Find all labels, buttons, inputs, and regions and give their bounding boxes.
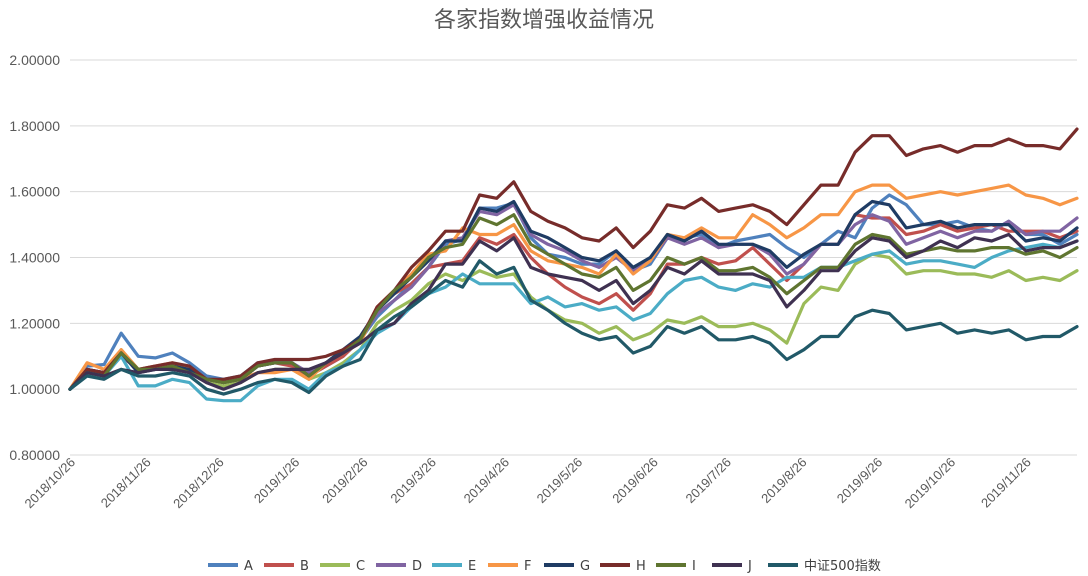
x-tick-label: 2019/2/26 <box>319 455 371 507</box>
legend-label: 中证500指数 <box>804 559 881 574</box>
series-line-C <box>68 252 1079 391</box>
legend: A B C D E F G H I J 中证500指数 <box>208 559 881 574</box>
x-tick-label: 2019/9/26 <box>834 455 886 507</box>
chart-title: 各家指数增强收益情况 <box>434 8 654 33</box>
x-tick-label: 2019/10/26 <box>902 455 959 512</box>
y-tick-label: 1.80000 <box>9 118 60 134</box>
series-lines <box>68 127 1079 403</box>
legend-label: H <box>636 559 646 574</box>
legend-label: D <box>412 559 422 574</box>
legend-label: I <box>692 559 696 574</box>
x-axis-ticks: 2018/10/26 2018/11/26 2018/12/26 2019/1/26 2… <box>21 455 1033 512</box>
x-tick-label: 2018/10/26 <box>21 455 78 512</box>
legend-label: G <box>580 559 590 574</box>
series-line-I <box>68 213 1079 391</box>
y-tick-label: 1.20000 <box>9 315 60 331</box>
series-line-H <box>68 127 1079 391</box>
y-tick-label: 1.60000 <box>9 184 60 200</box>
series-line-E <box>68 239 1079 403</box>
legend-label: A <box>244 559 253 574</box>
x-tick-label: 2019/5/26 <box>534 455 586 507</box>
x-tick-label: 2019/4/26 <box>461 455 513 507</box>
y-tick-label: 0.80000 <box>9 447 60 463</box>
x-tick-label: 2019/1/26 <box>251 455 303 507</box>
series-line-B <box>68 213 1079 391</box>
y-tick-label: 2.00000 <box>9 52 60 68</box>
series-line-F <box>68 183 1079 391</box>
x-tick-label: 2019/6/26 <box>609 455 661 507</box>
x-tick-label: 2018/12/26 <box>170 455 227 512</box>
y-axis-ticks: 0.80000 1.00000 1.20000 1.40000 1.60000 1.800… <box>9 52 60 463</box>
legend-label: E <box>468 559 476 574</box>
x-tick-label: 2019/3/26 <box>387 455 439 507</box>
x-tick-label: 2019/7/26 <box>683 455 735 507</box>
x-tick-label: 2018/11/26 <box>98 455 154 511</box>
legend-label: J <box>747 559 752 574</box>
legend-label: B <box>300 559 309 574</box>
series-line-中证500指数 <box>68 259 1079 396</box>
y-tick-label: 1.00000 <box>9 381 60 397</box>
x-tick-label: 2019/11/26 <box>978 455 1034 511</box>
x-tick-label: 2019/8/26 <box>758 455 810 507</box>
y-tick-label: 1.40000 <box>9 250 60 266</box>
legend-label: F <box>524 559 531 574</box>
series-line-J <box>68 232 1079 391</box>
legend-label: C <box>356 559 365 574</box>
